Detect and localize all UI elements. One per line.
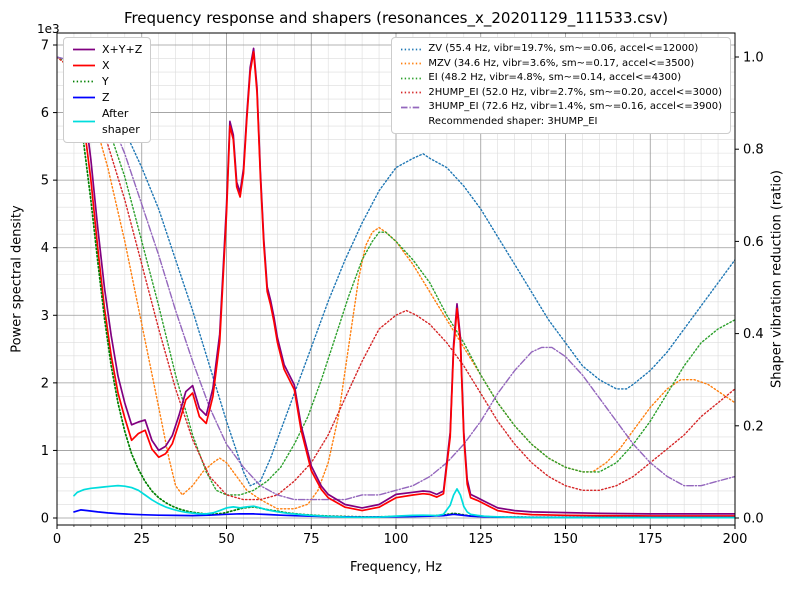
axis-ticks	[53, 44, 739, 529]
legend-sample-line	[401, 62, 422, 65]
legend-sample-line	[73, 49, 95, 51]
psd-legend: X+Y+Z X Y Z After shaper	[63, 37, 152, 143]
y-right-tick-label: 0.8	[743, 143, 764, 158]
legend-item-z: Z	[72, 90, 142, 106]
y-left-tick-label: 0	[41, 512, 49, 527]
y-left-tick-label: 2	[41, 376, 49, 391]
x-tick-label: 150	[553, 532, 578, 547]
legend-item-label: Y	[102, 74, 109, 88]
y-left-offset-label: 1e3	[37, 22, 60, 36]
legend-item-label: Recommended shaper: 3HUMP_EI	[428, 115, 598, 127]
chart-title: Frequency response and shapers (resonanc…	[123, 9, 669, 27]
legend-item-ei: EI (48.2 Hz, vibr=4.8%, sm~=0.14, accel<…	[400, 71, 722, 86]
legend-item-recommendation: Recommended shaper: 3HUMP_EI	[400, 115, 722, 130]
series-zv	[57, 56, 735, 487]
legend-item-x: X	[72, 58, 142, 74]
x-tick-label: 50	[218, 532, 235, 547]
x-tick-label: 175	[638, 532, 663, 547]
y-left-tick-label: 1	[41, 444, 49, 459]
legend-item-label: ZV (55.4 Hz, vibr=19.7%, sm~=0.06, accel…	[428, 43, 699, 54]
y-right-axis-label: Shaper vibration reduction (ratio)	[769, 170, 785, 388]
legend-item-label: EI (48.2 Hz, vibr=4.8%, sm~=0.14, accel<…	[428, 72, 682, 83]
series-after-shaper	[73, 484, 735, 519]
tick-labels: 0 25 50 75 100 125 150 175 200 0 1 2 3 4 5 6 7 0.0 0.2 0.4 0…	[41, 39, 764, 548]
x-tick-label: 0	[53, 532, 61, 547]
legend-item-label: MZV (34.6 Hz, vibr=3.6%, sm~=0.17, accel…	[428, 57, 695, 69]
x-axis-label: Frequency, Hz	[349, 560, 443, 575]
y-left-tick-label: 6	[41, 106, 49, 121]
series-2hump-ei	[57, 56, 735, 501]
legend-item-x-y-z: X+Y+Z	[72, 42, 142, 58]
legend-item-y: Y	[72, 74, 142, 90]
legend-item-label: X	[102, 58, 110, 72]
shaper-legend: ZV (55.4 Hz, vibr=19.7%, sm~=0.06, accel…	[391, 37, 731, 134]
y-right-tick-label: 1.0	[743, 51, 764, 66]
y-right-tick-label: 0.4	[743, 327, 764, 342]
legend-sample-line	[73, 120, 95, 123]
legend-sample-spacer	[400, 116, 422, 127]
legend-item-mzv: MZV (34.6 Hz, vibr=3.6%, sm~=0.17, accel…	[400, 57, 722, 72]
y-left-tick-label: 7	[41, 39, 49, 54]
y-right-tick-label: 0.6	[743, 235, 764, 250]
y-left-axis-label: Power spectral density	[9, 205, 25, 353]
x-tick-label: 25	[133, 532, 150, 547]
legend-item-3hump-ei: 3HUMP_EI (72.6 Hz, vibr=1.4%, sm~=0.16, …	[400, 100, 722, 115]
legend-sample-line	[73, 65, 95, 67]
legend-sample-line	[401, 106, 422, 109]
legend-item-label: Z	[102, 90, 110, 104]
y-left-tick-label: 4	[41, 241, 49, 256]
legend-sample-line	[401, 48, 422, 51]
legend-item-label: X+Y+Z	[102, 43, 143, 56]
legend-item-label: 3HUMP_EI (72.6 Hz, vibr=1.4%, sm~=0.16, …	[428, 101, 722, 112]
legend-item-2hump-ei: 2HUMP_EI (52.0 Hz, vibr=2.7%, sm~=0.20, …	[400, 86, 722, 101]
legend-sample-line	[73, 80, 95, 83]
legend-item-after-shaper: After shaper	[72, 106, 142, 138]
y-right-tick-label: 0.0	[743, 512, 764, 527]
legend-item-label: After shaper	[102, 106, 140, 136]
y-right-tick-label: 0.2	[743, 419, 764, 434]
legend-item-label: 2HUMP_EI (52.0 Hz, vibr=2.7%, sm~=0.20, …	[428, 86, 722, 98]
x-tick-label: 100	[384, 532, 409, 547]
series-z	[73, 509, 735, 519]
legend-sample-line	[401, 77, 422, 80]
y-left-tick-label: 5	[41, 174, 49, 189]
series-3hump-ei	[57, 56, 735, 501]
legend-sample-line	[73, 96, 95, 99]
x-tick-label: 200	[723, 532, 748, 547]
x-tick-label: 125	[468, 532, 493, 547]
x-tick-label: 75	[303, 532, 320, 547]
legend-sample-line	[401, 91, 422, 94]
series-x	[73, 50, 735, 517]
legend-item-zv: ZV (55.4 Hz, vibr=19.7%, sm~=0.06, accel…	[400, 42, 722, 57]
y-left-tick-label: 3	[41, 309, 49, 324]
